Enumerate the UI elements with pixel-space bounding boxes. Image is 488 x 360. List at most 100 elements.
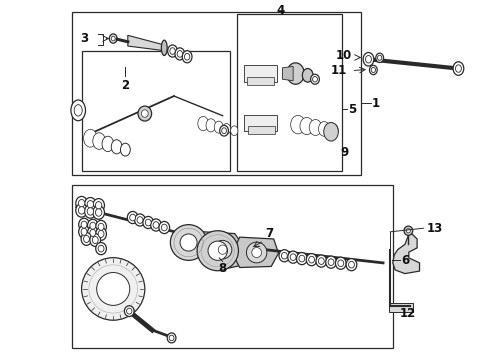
Ellipse shape: [126, 308, 132, 314]
Polygon shape: [392, 232, 419, 274]
Ellipse shape: [96, 228, 106, 240]
Ellipse shape: [348, 261, 354, 268]
Ellipse shape: [167, 45, 177, 57]
Ellipse shape: [296, 252, 306, 265]
Ellipse shape: [109, 34, 117, 43]
Ellipse shape: [87, 208, 93, 215]
Ellipse shape: [290, 115, 305, 134]
Ellipse shape: [327, 123, 338, 137]
Ellipse shape: [230, 126, 238, 136]
Ellipse shape: [81, 228, 87, 235]
Ellipse shape: [98, 223, 104, 230]
Ellipse shape: [205, 119, 215, 132]
Ellipse shape: [323, 122, 338, 141]
Text: 12: 12: [398, 307, 415, 320]
Ellipse shape: [222, 123, 230, 134]
Ellipse shape: [95, 202, 102, 209]
Text: 3: 3: [80, 32, 88, 45]
Ellipse shape: [138, 106, 151, 121]
Ellipse shape: [127, 211, 138, 224]
Ellipse shape: [167, 333, 176, 343]
Ellipse shape: [287, 251, 298, 263]
Ellipse shape: [318, 122, 329, 136]
Ellipse shape: [93, 133, 105, 149]
Ellipse shape: [246, 242, 266, 263]
Ellipse shape: [169, 48, 175, 54]
Bar: [72, 12, 361, 175]
Ellipse shape: [81, 258, 144, 320]
Ellipse shape: [337, 260, 343, 266]
Ellipse shape: [159, 221, 169, 234]
Ellipse shape: [308, 120, 321, 135]
Ellipse shape: [310, 74, 319, 84]
Ellipse shape: [454, 65, 461, 72]
Ellipse shape: [78, 207, 84, 214]
Ellipse shape: [81, 233, 92, 246]
Ellipse shape: [406, 229, 409, 233]
Bar: [81, 51, 229, 171]
Ellipse shape: [102, 136, 114, 152]
Bar: [247, 77, 274, 85]
Ellipse shape: [161, 224, 167, 231]
Ellipse shape: [327, 259, 333, 266]
Ellipse shape: [97, 273, 129, 305]
Text: 5: 5: [347, 103, 355, 116]
Bar: [243, 65, 276, 82]
Ellipse shape: [96, 243, 106, 255]
Bar: [72, 185, 392, 348]
Ellipse shape: [377, 55, 381, 60]
Ellipse shape: [198, 116, 208, 131]
Ellipse shape: [289, 254, 295, 261]
Ellipse shape: [90, 222, 96, 229]
Ellipse shape: [84, 204, 96, 218]
Text: 7: 7: [264, 227, 272, 240]
Ellipse shape: [335, 257, 346, 269]
Ellipse shape: [346, 258, 356, 271]
Ellipse shape: [98, 245, 104, 252]
Ellipse shape: [87, 226, 98, 239]
Ellipse shape: [134, 214, 145, 226]
Ellipse shape: [71, 100, 85, 121]
Ellipse shape: [302, 68, 312, 82]
Ellipse shape: [141, 110, 148, 117]
Bar: [388, 303, 412, 312]
Ellipse shape: [180, 234, 197, 251]
Ellipse shape: [370, 67, 375, 72]
Ellipse shape: [452, 62, 463, 75]
Ellipse shape: [90, 234, 101, 247]
Text: 11: 11: [330, 64, 346, 77]
Ellipse shape: [298, 255, 304, 262]
Ellipse shape: [93, 206, 104, 219]
Ellipse shape: [299, 117, 313, 135]
Ellipse shape: [251, 248, 261, 257]
Ellipse shape: [175, 48, 184, 60]
Ellipse shape: [207, 241, 227, 260]
Ellipse shape: [177, 50, 182, 57]
Ellipse shape: [363, 53, 373, 66]
Ellipse shape: [137, 217, 142, 223]
Polygon shape: [282, 66, 292, 81]
Ellipse shape: [95, 209, 102, 216]
Text: 9: 9: [340, 146, 348, 159]
Ellipse shape: [87, 201, 93, 208]
Ellipse shape: [221, 128, 226, 134]
Ellipse shape: [365, 55, 371, 63]
Ellipse shape: [182, 51, 192, 63]
Ellipse shape: [93, 199, 104, 212]
Ellipse shape: [76, 203, 87, 217]
Ellipse shape: [325, 256, 336, 268]
Ellipse shape: [279, 249, 289, 262]
Bar: [248, 126, 275, 134]
Ellipse shape: [74, 105, 82, 116]
Ellipse shape: [87, 219, 98, 232]
Ellipse shape: [120, 143, 130, 156]
Ellipse shape: [111, 140, 122, 154]
Ellipse shape: [124, 306, 134, 316]
Ellipse shape: [161, 40, 167, 55]
Ellipse shape: [150, 219, 161, 231]
Ellipse shape: [76, 197, 87, 210]
Ellipse shape: [78, 199, 84, 207]
Ellipse shape: [214, 121, 223, 133]
Ellipse shape: [129, 214, 135, 221]
Ellipse shape: [219, 125, 228, 136]
